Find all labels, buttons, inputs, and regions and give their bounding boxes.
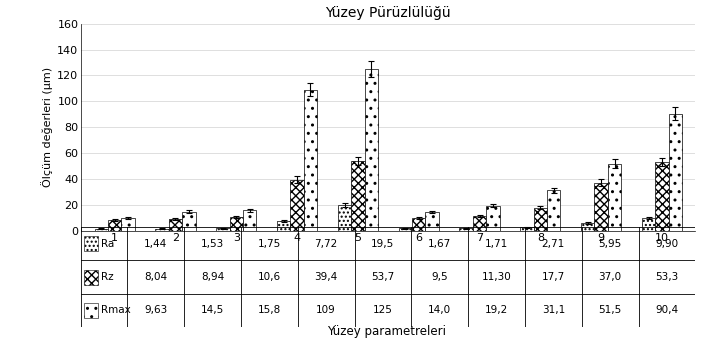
Bar <box>216 228 229 231</box>
Bar <box>121 218 135 231</box>
Bar <box>486 206 500 231</box>
Bar <box>655 162 669 231</box>
Bar <box>84 236 97 251</box>
Bar <box>84 270 97 285</box>
Text: 9,5: 9,5 <box>431 272 448 282</box>
Bar <box>581 223 594 231</box>
Text: 7,72: 7,72 <box>314 239 337 249</box>
Text: 19,2: 19,2 <box>485 305 508 316</box>
Text: 53,7: 53,7 <box>371 272 395 282</box>
Bar <box>534 208 547 231</box>
Text: 14,5: 14,5 <box>201 305 224 316</box>
Text: 15,8: 15,8 <box>258 305 281 316</box>
Bar <box>84 303 97 318</box>
Bar <box>277 221 290 231</box>
Bar <box>304 89 317 231</box>
Bar <box>473 216 486 231</box>
Bar <box>412 218 426 231</box>
Bar <box>364 69 378 231</box>
Text: 109: 109 <box>316 305 336 316</box>
Bar <box>108 220 121 231</box>
Bar <box>169 219 182 231</box>
Text: Rmax: Rmax <box>102 305 131 316</box>
Text: 11,30: 11,30 <box>481 272 511 282</box>
Bar <box>547 190 561 231</box>
Bar <box>351 161 364 231</box>
Text: Rz: Rz <box>102 272 114 282</box>
Bar <box>290 180 304 231</box>
Bar <box>399 228 412 231</box>
Text: 125: 125 <box>373 305 393 316</box>
Title: Yüzey Pürüzlülüğü: Yüzey Pürüzlülüğü <box>325 6 451 20</box>
Text: 51,5: 51,5 <box>599 305 622 316</box>
Bar <box>155 228 169 231</box>
Text: 1,44: 1,44 <box>144 239 167 249</box>
Bar <box>95 229 108 231</box>
Bar <box>229 217 243 231</box>
Text: 1,53: 1,53 <box>201 239 224 249</box>
Text: 10,6: 10,6 <box>258 272 281 282</box>
Text: 8,94: 8,94 <box>201 272 224 282</box>
Bar <box>182 212 196 231</box>
Text: 5,95: 5,95 <box>599 239 622 249</box>
Bar <box>594 183 608 231</box>
Text: 39,4: 39,4 <box>314 272 337 282</box>
Bar <box>642 218 655 231</box>
Text: Ra: Ra <box>102 239 114 249</box>
Bar <box>338 205 351 231</box>
Bar <box>460 228 473 231</box>
Text: 53,3: 53,3 <box>655 272 678 282</box>
Text: 9,90: 9,90 <box>655 239 678 249</box>
Text: 9,63: 9,63 <box>144 305 167 316</box>
Text: 1,67: 1,67 <box>428 239 451 249</box>
Text: 90,4: 90,4 <box>655 305 678 316</box>
Text: 17,7: 17,7 <box>542 272 565 282</box>
Text: 19,5: 19,5 <box>371 239 395 249</box>
Text: Yüzey parametreleri: Yüzey parametreleri <box>328 325 446 338</box>
Text: 31,1: 31,1 <box>542 305 565 316</box>
Text: 37,0: 37,0 <box>599 272 622 282</box>
Bar <box>669 114 682 231</box>
Text: 14,0: 14,0 <box>428 305 451 316</box>
Y-axis label: Ölçüm değerleri (µm): Ölçüm değerleri (µm) <box>41 67 53 187</box>
Bar <box>608 164 621 231</box>
Bar <box>243 210 256 231</box>
Text: 2,71: 2,71 <box>542 239 565 249</box>
Bar <box>520 227 534 231</box>
Bar <box>426 213 438 231</box>
Text: 1,71: 1,71 <box>485 239 508 249</box>
Text: 8,04: 8,04 <box>144 272 167 282</box>
Text: 1,75: 1,75 <box>258 239 281 249</box>
